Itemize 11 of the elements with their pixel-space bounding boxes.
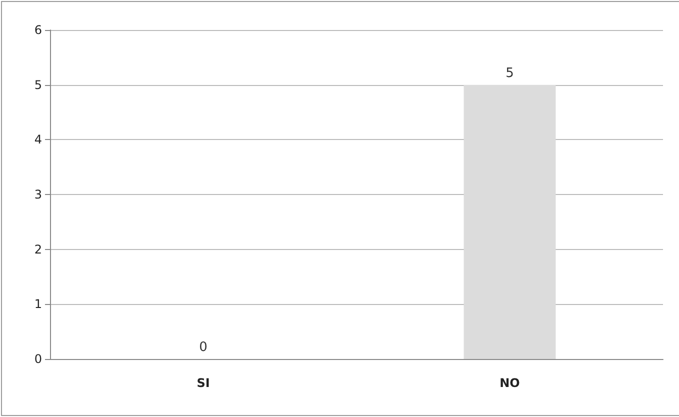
y-tick-label: 4: [34, 132, 42, 147]
y-tick-label: 0: [34, 352, 42, 366]
y-tick-label: 3: [34, 188, 42, 202]
y-tick-label: 6: [34, 23, 42, 37]
x-tick-label: SI: [196, 376, 210, 390]
data-label: 5: [506, 66, 514, 81]
y-tick-label: 2: [34, 242, 42, 256]
data-label: 0: [199, 340, 208, 355]
y-tick-label: 1: [34, 297, 42, 312]
y-tick-label: 5: [34, 78, 42, 92]
x-tick-label: NO: [500, 376, 520, 390]
